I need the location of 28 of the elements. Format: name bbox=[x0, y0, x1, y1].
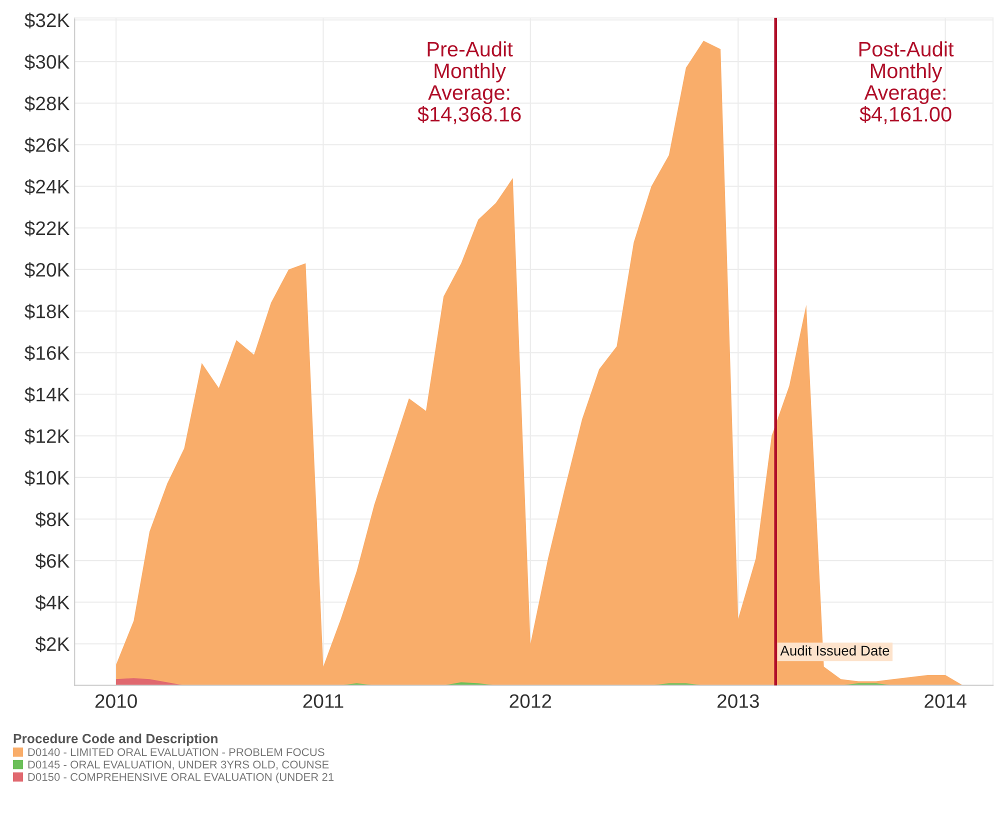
y-tick-label: $8K bbox=[35, 512, 70, 528]
y-tick-label: $32K bbox=[24, 12, 70, 28]
y-tick-label: $14K bbox=[24, 386, 70, 403]
x-tick-label: 2012 bbox=[510, 694, 552, 708]
y-tick-label: $30K bbox=[24, 54, 70, 70]
annotation: Post-Audit Monthly Average: $4,161.00 bbox=[859, 41, 954, 124]
y-tick-label: $22K bbox=[24, 220, 70, 236]
y-tick-label: $16K bbox=[24, 345, 70, 362]
y-tick-label: $6K bbox=[35, 553, 70, 569]
y-tick-label: $26K bbox=[24, 137, 70, 154]
y-tick-label: $4K bbox=[35, 594, 70, 611]
legend-title: Procedure Code and Description bbox=[14, 734, 218, 746]
y-tick-label: $24K bbox=[24, 178, 70, 195]
y-tick-label: $28K bbox=[24, 96, 70, 112]
x-tick-label: 2011 bbox=[303, 694, 344, 708]
y-tick-label: $2K bbox=[35, 636, 70, 652]
legend-label: D0140 - LIMITED ORAL EVALUATION - PROBLEM FOCUS bbox=[28, 748, 324, 756]
x-tick-label: 2013 bbox=[718, 694, 759, 708]
y-tick-label: $20K bbox=[24, 262, 70, 278]
x-tick-label: 2014 bbox=[924, 694, 966, 708]
ref-line-label: Audit Issued Date bbox=[780, 645, 890, 656]
y-tick-label: $10K bbox=[24, 470, 70, 486]
y-tick-label: $18K bbox=[24, 304, 70, 320]
x-tick-label: 2010 bbox=[95, 694, 137, 708]
annotation: Pre-Audit Monthly Average: $14,368.16 bbox=[418, 41, 521, 124]
legend-label: D0145 - ORAL EVALUATION, UNDER 3YRS OLD, COUNSE bbox=[28, 760, 329, 770]
legend-label: D0150 - COMPREHENSIVE ORAL EVALUATION (UNDER 21 bbox=[28, 772, 334, 784]
y-tick-label: $12K bbox=[24, 428, 70, 444]
